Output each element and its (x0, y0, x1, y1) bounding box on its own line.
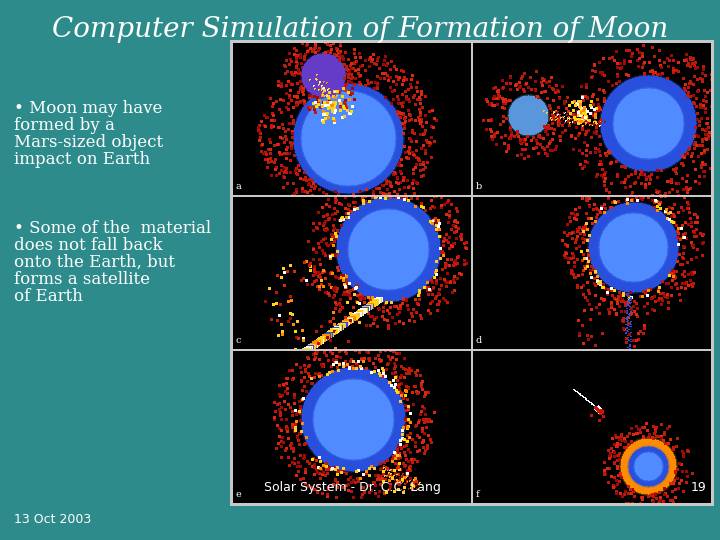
Text: Mars-sized object: Mars-sized object (14, 134, 163, 151)
Text: forms a satellite: forms a satellite (14, 271, 150, 288)
Text: of Earth: of Earth (14, 288, 83, 305)
Bar (473, 197, 711, 349)
Text: b: b (476, 182, 482, 191)
Text: d: d (476, 336, 482, 345)
Text: onto the Earth, but: onto the Earth, but (14, 254, 175, 271)
Text: • Moon may have: • Moon may have (14, 100, 163, 117)
Text: e: e (236, 490, 242, 499)
Text: does not fall back: does not fall back (14, 237, 163, 254)
Text: a: a (236, 182, 242, 191)
Bar (233, 197, 471, 349)
Text: f: f (476, 490, 480, 499)
Text: 19: 19 (690, 481, 706, 494)
Bar (473, 43, 711, 195)
Text: • Some of the  material: • Some of the material (14, 220, 211, 237)
Text: formed by a: formed by a (14, 117, 115, 134)
Text: 13 Oct 2003: 13 Oct 2003 (14, 513, 91, 526)
Bar (473, 351, 711, 503)
Bar (233, 351, 471, 503)
Text: Solar System - Dr. C.C. Lang: Solar System - Dr. C.C. Lang (264, 481, 441, 494)
Text: Computer Simulation of Formation of Moon: Computer Simulation of Formation of Moon (52, 16, 668, 43)
Text: impact on Earth: impact on Earth (14, 151, 150, 168)
Text: c: c (236, 336, 241, 345)
Bar (233, 43, 471, 195)
Bar (230, 40, 714, 506)
